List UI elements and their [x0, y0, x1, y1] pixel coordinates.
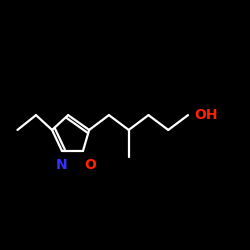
Text: OH: OH — [194, 108, 218, 122]
Text: N: N — [56, 158, 68, 172]
Text: O: O — [84, 158, 96, 172]
